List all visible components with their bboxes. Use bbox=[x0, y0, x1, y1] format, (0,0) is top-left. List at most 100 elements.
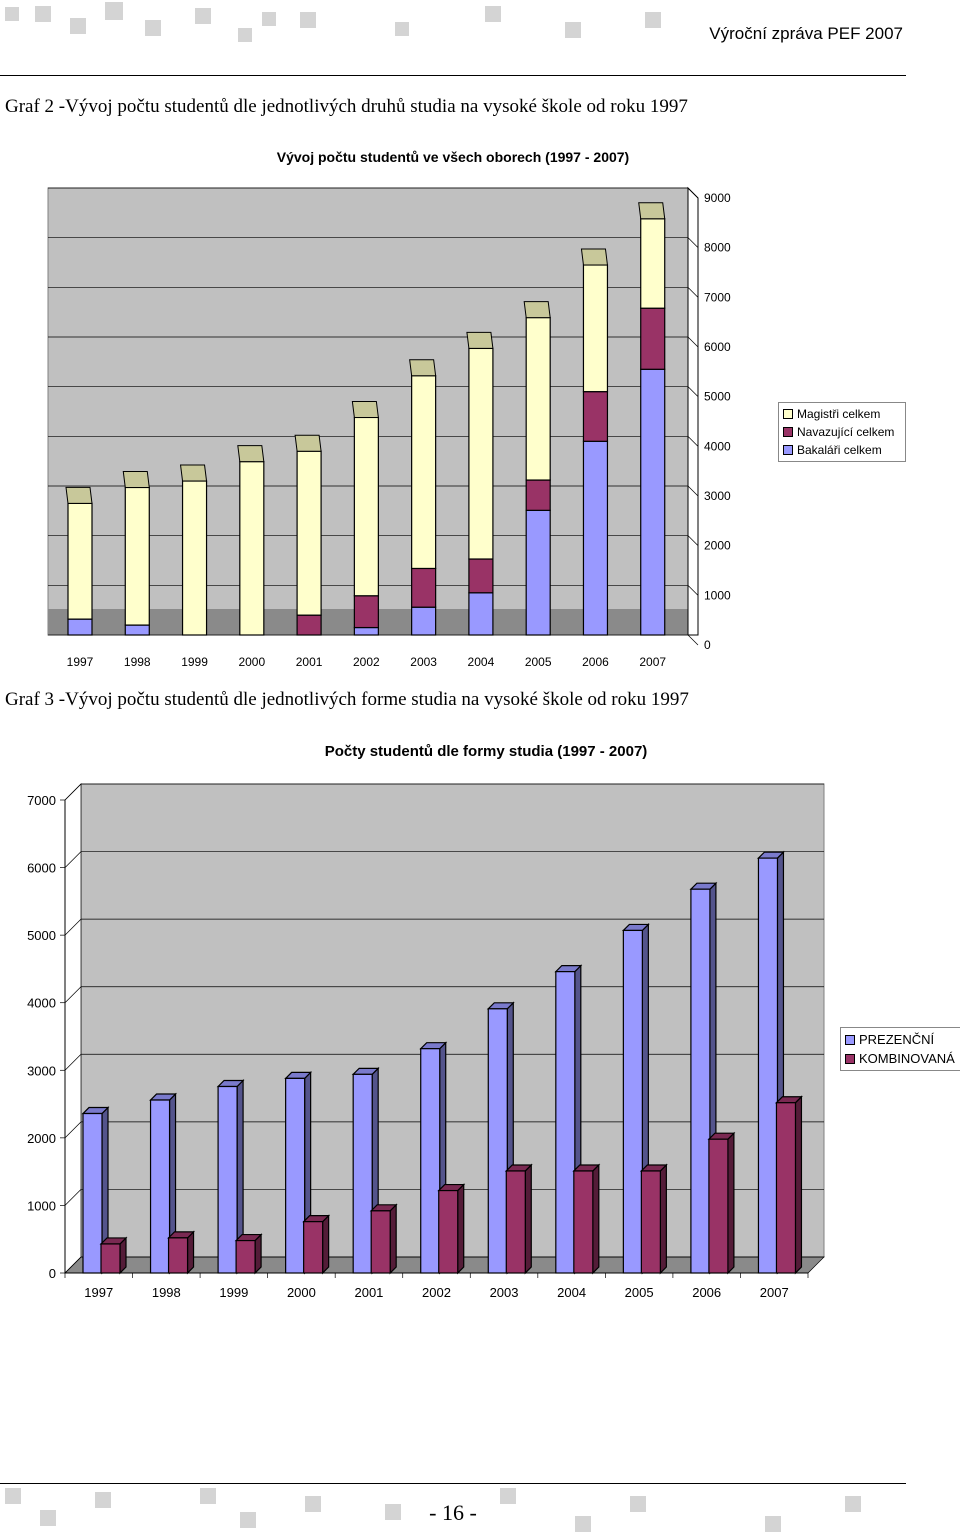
report-title: Výroční zpráva PEF 2007 bbox=[709, 24, 903, 43]
decorative-square-6 bbox=[238, 28, 252, 42]
y-tick-label: 0 bbox=[49, 1266, 56, 1281]
gridline-side-5000 bbox=[687, 386, 699, 397]
chart2-title: Počty studentů dle formy studia (1997 - … bbox=[324, 743, 648, 760]
bar-kombinovana-1998 bbox=[167, 1230, 195, 1275]
y-tick-label: 4000 bbox=[704, 439, 731, 453]
decorative-square-3 bbox=[105, 2, 123, 20]
bar-prezencni-2001-front bbox=[352, 1073, 373, 1274]
gridline-side-3000 bbox=[64, 1054, 82, 1071]
bar-prezencni-2006-front bbox=[690, 888, 711, 1274]
decorative-squares-top bbox=[5, 2, 661, 42]
x-tick-label: 2006 bbox=[582, 655, 609, 669]
bar-kombinovana-2001-front bbox=[370, 1210, 391, 1274]
bar-kombinovana-2002 bbox=[437, 1183, 466, 1275]
y-tick-label: 0 bbox=[704, 638, 711, 652]
bar-kombinovana-2002-front bbox=[438, 1189, 459, 1274]
bar-kombinovana-2004 bbox=[572, 1163, 601, 1275]
bar-kombinovana-2001-side bbox=[389, 1203, 397, 1275]
legend-label-prezencni: PREZENČNÍ bbox=[859, 1032, 935, 1047]
bar-kombinovana-2007-front bbox=[775, 1102, 797, 1274]
x-tick-label: 2003 bbox=[410, 655, 437, 669]
y-tick-label: 9000 bbox=[704, 191, 731, 205]
bar-magistri-2005 bbox=[525, 317, 551, 481]
decorative-square-7 bbox=[262, 12, 276, 26]
decorative-square-bottom-2 bbox=[95, 1492, 111, 1508]
bar-kombinovana-2000-side bbox=[322, 1214, 330, 1275]
x-tick-label: 2002 bbox=[353, 655, 380, 669]
graf2-caption: Graf 2 -Vývoj počtu studentů dle jednotl… bbox=[5, 96, 688, 117]
decorative-square-bottom-9 bbox=[630, 1496, 646, 1512]
bar-top-2006 bbox=[580, 248, 609, 266]
decorative-square-bottom-11 bbox=[845, 1496, 861, 1512]
decorative-square-bottom-0 bbox=[5, 1488, 21, 1504]
bar-kombinovana-1997 bbox=[99, 1236, 128, 1275]
y-tick-label: 2000 bbox=[27, 1131, 56, 1146]
x-tick-label: 1997 bbox=[84, 1285, 113, 1300]
y-tick-label: 6000 bbox=[27, 861, 56, 876]
bar-prezencni-2005-front bbox=[622, 929, 643, 1274]
legend-item-kombinovana: KOMBINOVANÁ bbox=[845, 1049, 960, 1068]
bar-bakalari-2007 bbox=[640, 368, 666, 636]
bar-top-2000 bbox=[237, 445, 265, 463]
bar-kombinovana-2004-side bbox=[592, 1163, 600, 1275]
graf3-caption: Graf 3 -Vývoj počtu studentů dle jednotl… bbox=[5, 689, 689, 710]
x-tick-label: 1999 bbox=[219, 1285, 248, 1300]
bar-navazujici-2005 bbox=[525, 479, 551, 511]
footer-rule bbox=[0, 1483, 906, 1484]
legend-item-magistri: Magistři celkem bbox=[783, 405, 901, 423]
gridline-side-2000 bbox=[687, 535, 699, 546]
bar-top-2007 bbox=[638, 202, 666, 220]
decorative-square-10 bbox=[485, 6, 501, 22]
bar-top-1997 bbox=[65, 486, 93, 504]
bar-top-2005 bbox=[523, 301, 551, 319]
bar-kombinovana-2007 bbox=[775, 1095, 803, 1275]
decorative-square-11 bbox=[565, 22, 581, 38]
bar-prezencni-2002-front bbox=[420, 1048, 441, 1274]
bar-bakalari-2002 bbox=[353, 626, 379, 636]
y-tick-label: 2000 bbox=[704, 539, 731, 553]
x-tick-label: 1998 bbox=[152, 1285, 181, 1300]
x-tick-label: 2001 bbox=[354, 1285, 383, 1300]
y-tick-label: 3000 bbox=[27, 1063, 56, 1078]
legend-swatch-navazujici bbox=[783, 427, 793, 437]
bar-top-2003 bbox=[409, 359, 437, 377]
decorative-squares-bottom bbox=[5, 1488, 861, 1532]
legend-swatch-prezencni bbox=[845, 1034, 855, 1045]
gridline-side-4000 bbox=[64, 986, 82, 1003]
x-tick-label: 2005 bbox=[525, 655, 552, 669]
gridline-side-9000 bbox=[687, 187, 699, 199]
bar-magistri-1997 bbox=[67, 502, 93, 620]
bar-kombinovana-1998-front bbox=[167, 1237, 189, 1274]
bar-prezencni-1998 bbox=[149, 1092, 177, 1275]
bar-bakalari-2004 bbox=[468, 592, 494, 636]
x-tick-label: 2006 bbox=[692, 1285, 721, 1300]
legend-item-prezencni: PREZENČNÍ bbox=[845, 1030, 960, 1049]
bar-kombinovana-2005-front bbox=[640, 1170, 661, 1274]
legend-swatch-bakalari bbox=[783, 445, 793, 455]
students-by-form-chart: 0 1000 2000 3000 4000 5000 6000 7000 1997 1998 199… bbox=[27, 783, 825, 1300]
bar-kombinovana-1997-front bbox=[100, 1243, 121, 1274]
bar-kombinovana-2005 bbox=[639, 1163, 668, 1275]
bar-magistri-2006 bbox=[582, 264, 609, 393]
bar-prezencni-1997-front bbox=[82, 1112, 103, 1274]
bar-magistri-2000 bbox=[239, 461, 265, 636]
x-tick-label: 2001 bbox=[296, 655, 323, 669]
header-rule bbox=[0, 75, 906, 76]
bar-prezencni-2000-front bbox=[285, 1077, 306, 1274]
gridline-side-0 bbox=[64, 1256, 82, 1274]
legend-swatch-kombinovana bbox=[845, 1053, 855, 1064]
decorative-square-bottom-8 bbox=[575, 1516, 591, 1532]
y-tick-label: 1000 bbox=[27, 1198, 56, 1213]
gridline-side-8000 bbox=[687, 237, 699, 248]
legend-item-navazujici: Navazující celkem bbox=[783, 423, 901, 441]
bar-kombinovana-2003 bbox=[504, 1163, 533, 1275]
decorative-square-9 bbox=[395, 22, 409, 36]
decorative-square-bottom-1 bbox=[40, 1510, 56, 1526]
decorative-square-8 bbox=[300, 12, 316, 28]
gridline-side-7000 bbox=[687, 287, 699, 298]
bar-kombinovana-1999-front bbox=[235, 1239, 256, 1274]
x-tick-label: 1999 bbox=[181, 655, 208, 669]
bar-kombinovana-2006-front bbox=[708, 1138, 729, 1274]
decorative-square-bottom-3 bbox=[200, 1488, 216, 1504]
bar-kombinovana-1998-side bbox=[186, 1230, 195, 1275]
